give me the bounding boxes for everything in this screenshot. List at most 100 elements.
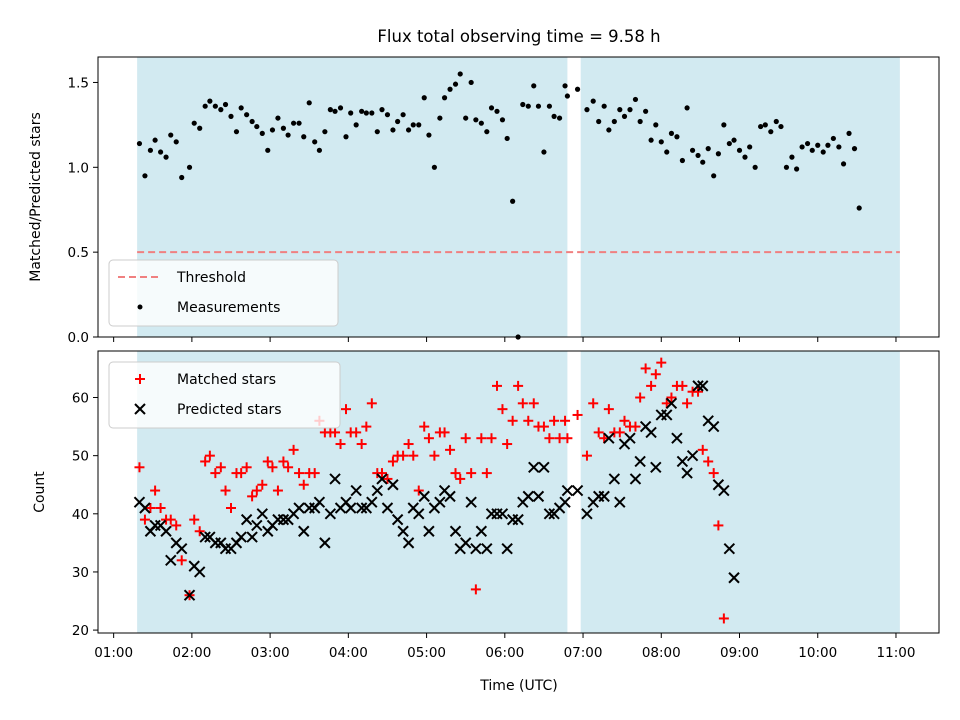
predicted-star-point: [459, 537, 472, 549]
predicted-star-point: [160, 525, 172, 537]
matched-star-point: [650, 369, 661, 380]
predicted-star-point: [434, 496, 446, 508]
legend-matched-swatch: [135, 374, 145, 384]
measurement-point: [312, 139, 318, 145]
x-tick-label: 02:00: [172, 645, 211, 661]
measurement-point: [147, 147, 154, 153]
measurement-point: [617, 107, 623, 113]
matched-star-point: [581, 450, 592, 461]
measurement-point: [799, 144, 805, 150]
count-panel: 20 30 40 50 60 01:00 02:00 03:00 04:00 05:00 06:0…: [32, 350, 940, 694]
x-tick-label: 01:00: [94, 645, 133, 661]
measurement-point: [484, 129, 490, 135]
matched-star-point: [423, 433, 434, 444]
measurement-point: [359, 108, 365, 114]
measurement-point: [846, 130, 852, 136]
predicted-star-point: [629, 473, 642, 485]
matched-star-point: [150, 485, 161, 496]
measurement-point: [254, 123, 260, 130]
measurement-point: [840, 161, 847, 167]
matched-star-point: [247, 491, 258, 502]
measurement-point: [152, 137, 158, 143]
measurement-point: [488, 105, 495, 111]
predicted-star-point: [671, 432, 683, 444]
measurement-point: [384, 112, 391, 118]
predicted-star-point: [418, 490, 430, 503]
measurement-point: [783, 164, 790, 170]
measurement-point: [306, 100, 312, 106]
measurement-point: [478, 120, 484, 126]
bottom-legend: Matched stars Predicted stars: [108, 361, 341, 429]
bottom-y-tick-label: 60: [72, 391, 89, 407]
measurement-point: [648, 137, 654, 143]
matched-star-point: [708, 468, 719, 479]
matched-star-point: [646, 380, 657, 391]
bottom-legend-frame: [108, 361, 341, 429]
matched-star-point: [257, 479, 268, 490]
predicted-star-point: [707, 420, 720, 433]
measurement-point: [218, 107, 224, 113]
observing-interval-1: [580, 57, 900, 337]
predicted-star-point: [350, 484, 362, 497]
predicted-star-point: [661, 409, 673, 421]
top-y-tick-label: 0.5: [68, 245, 89, 261]
bottom-y-tick-label: 40: [72, 507, 89, 523]
measurement-point: [285, 132, 291, 138]
measurement-point: [574, 86, 581, 92]
measurement-point: [606, 127, 612, 133]
matched-star-point: [288, 444, 299, 455]
matched-star-point: [682, 398, 693, 409]
x-tick-label: 11:00: [877, 645, 916, 661]
matched-star-point: [189, 514, 200, 525]
matched-star-point: [251, 485, 262, 496]
matched-star-point: [267, 462, 278, 473]
measurement-point: [191, 120, 197, 126]
measurement-point: [290, 120, 297, 126]
measurement-point: [742, 154, 748, 160]
matched-star-point: [335, 439, 346, 450]
legend-threshold-label: Threshold: [176, 270, 246, 286]
measurement-point: [668, 130, 675, 136]
measurement-point: [551, 113, 557, 119]
measurement-point: [296, 120, 302, 126]
matched-star-point: [398, 450, 409, 461]
matched-star-point: [486, 433, 497, 444]
measurement-point: [259, 130, 265, 136]
measurement-point: [173, 139, 179, 145]
bottom-y-ticks: 20 30 40 50 60: [72, 391, 98, 639]
predicted-star-point: [692, 380, 704, 392]
matched-star-point: [387, 456, 398, 467]
measurement-point: [726, 140, 732, 147]
measurement-point: [736, 147, 743, 153]
x-tick-label: 07:00: [564, 645, 603, 661]
legend-matched-label: Matched stars: [177, 372, 276, 388]
matched-star-point: [155, 502, 166, 513]
matched-star-point: [544, 433, 555, 444]
measurement-point: [468, 79, 474, 86]
measurement-point: [452, 81, 459, 87]
bottom-plot-frame: [97, 350, 940, 634]
matched-star-point: [236, 468, 247, 479]
matched-star-point: [640, 363, 651, 374]
measurements-points: [136, 71, 862, 340]
measurement-point: [715, 151, 721, 157]
measurement-point: [643, 108, 649, 114]
predicted-star-point: [277, 513, 290, 526]
chart-title: Flux total observing time = 9.58 h: [377, 27, 660, 46]
measurement-point: [584, 107, 590, 113]
predicted-star-point: [165, 554, 177, 567]
predicted-star-point: [634, 455, 646, 468]
measurement-point: [752, 164, 758, 170]
measurement-point: [637, 118, 643, 125]
predicted-star-point: [496, 508, 509, 520]
predicted-star-point: [366, 496, 378, 508]
top-y-tick-label: 0.0: [68, 330, 89, 346]
measurement-point: [437, 115, 443, 121]
matched-star-point: [200, 456, 211, 467]
matched-star-point: [630, 421, 641, 432]
matched-star-point: [134, 462, 145, 473]
measurement-point: [851, 146, 858, 152]
measurement-point: [773, 118, 779, 125]
matched-star-point: [614, 427, 625, 438]
predicted-star-point: [251, 519, 263, 532]
